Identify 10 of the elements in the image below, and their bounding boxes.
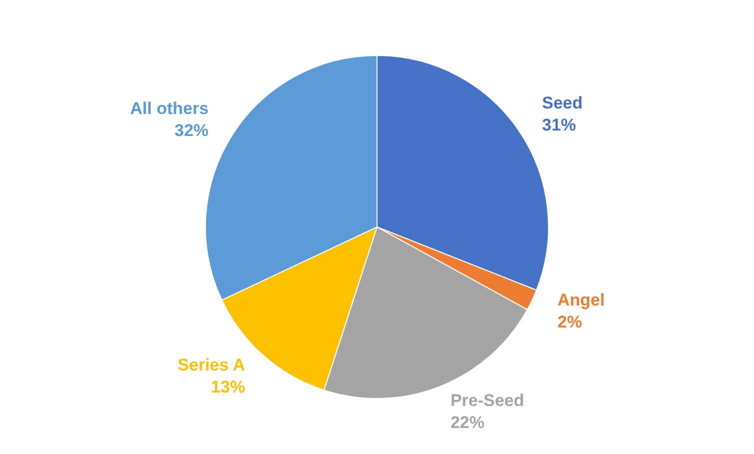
data-label: 2% — [558, 312, 582, 332]
slice-label: Angel — [558, 290, 605, 310]
slice-label: Seed — [542, 94, 583, 113]
data-label: 13% — [211, 377, 246, 396]
slice-label: Pre-Seed — [450, 391, 524, 410]
data-label: 31% — [542, 116, 576, 135]
slice-label: Series A — [178, 355, 246, 374]
data-label: 32% — [174, 120, 209, 140]
slice-label: All others — [130, 98, 209, 118]
data-label: 22% — [450, 413, 484, 432]
